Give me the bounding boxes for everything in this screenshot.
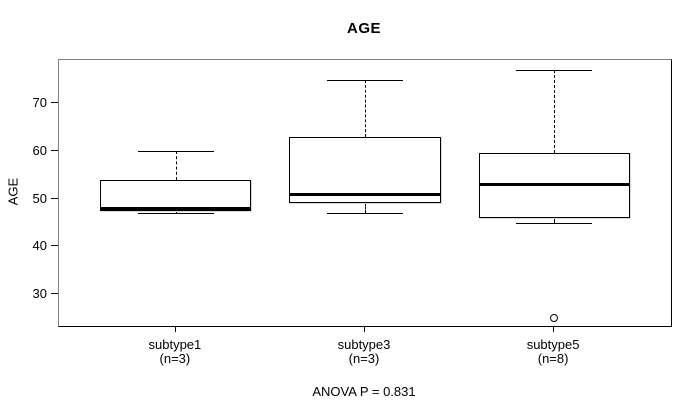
lower-whisker [365, 203, 366, 214]
median-line [289, 192, 441, 196]
upper-whisker [175, 151, 177, 180]
anova-annotation: ANOVA P = 0.831 [312, 384, 416, 399]
y-axis-tick-label: 60 [32, 143, 47, 159]
iqr-box [289, 136, 441, 204]
group-count: (n=3) [159, 351, 191, 366]
x-group-label: subtype1 (n=3) [115, 338, 235, 366]
iqr-box [100, 179, 252, 211]
y-axis-tick [51, 150, 58, 152]
x-axis-tick [174, 326, 176, 332]
whisker-cap [327, 79, 403, 81]
y-axis-tick-label: 50 [32, 190, 47, 206]
y-axis-tick [51, 293, 58, 295]
median-line [100, 207, 252, 211]
upper-whisker [365, 79, 366, 137]
x-group-label: subtype5 (n=8) [493, 338, 613, 366]
group-count: (n=3) [348, 351, 380, 366]
lower-whisker [554, 217, 556, 223]
y-axis-tick [51, 245, 58, 247]
whisker-cap [516, 70, 592, 71]
plot-area [58, 59, 672, 327]
group-name: subtype3 [337, 337, 391, 352]
x-group-label: subtype3 (n=3) [304, 338, 424, 366]
upper-whisker [554, 70, 556, 154]
whisker-cap [138, 151, 214, 153]
whisker-cap [327, 213, 403, 215]
median-line [478, 183, 630, 187]
outlier-point [550, 313, 559, 322]
whisker-cap [138, 213, 214, 215]
group-count: (n=8) [537, 351, 569, 366]
x-axis-tick [364, 326, 365, 332]
y-axis-tick-label: 70 [32, 95, 47, 111]
group-name: subtype5 [526, 337, 580, 352]
group-name: subtype1 [148, 337, 202, 352]
y-axis-tick [51, 102, 58, 104]
y-axis-tick-label: 40 [32, 238, 47, 254]
chart-title: AGE [346, 20, 381, 37]
whisker-cap [516, 222, 592, 224]
x-axis-tick [553, 326, 555, 332]
y-axis-tick [51, 197, 58, 199]
lower-whisker [175, 210, 177, 213]
y-axis-tick-label: 30 [32, 286, 47, 302]
